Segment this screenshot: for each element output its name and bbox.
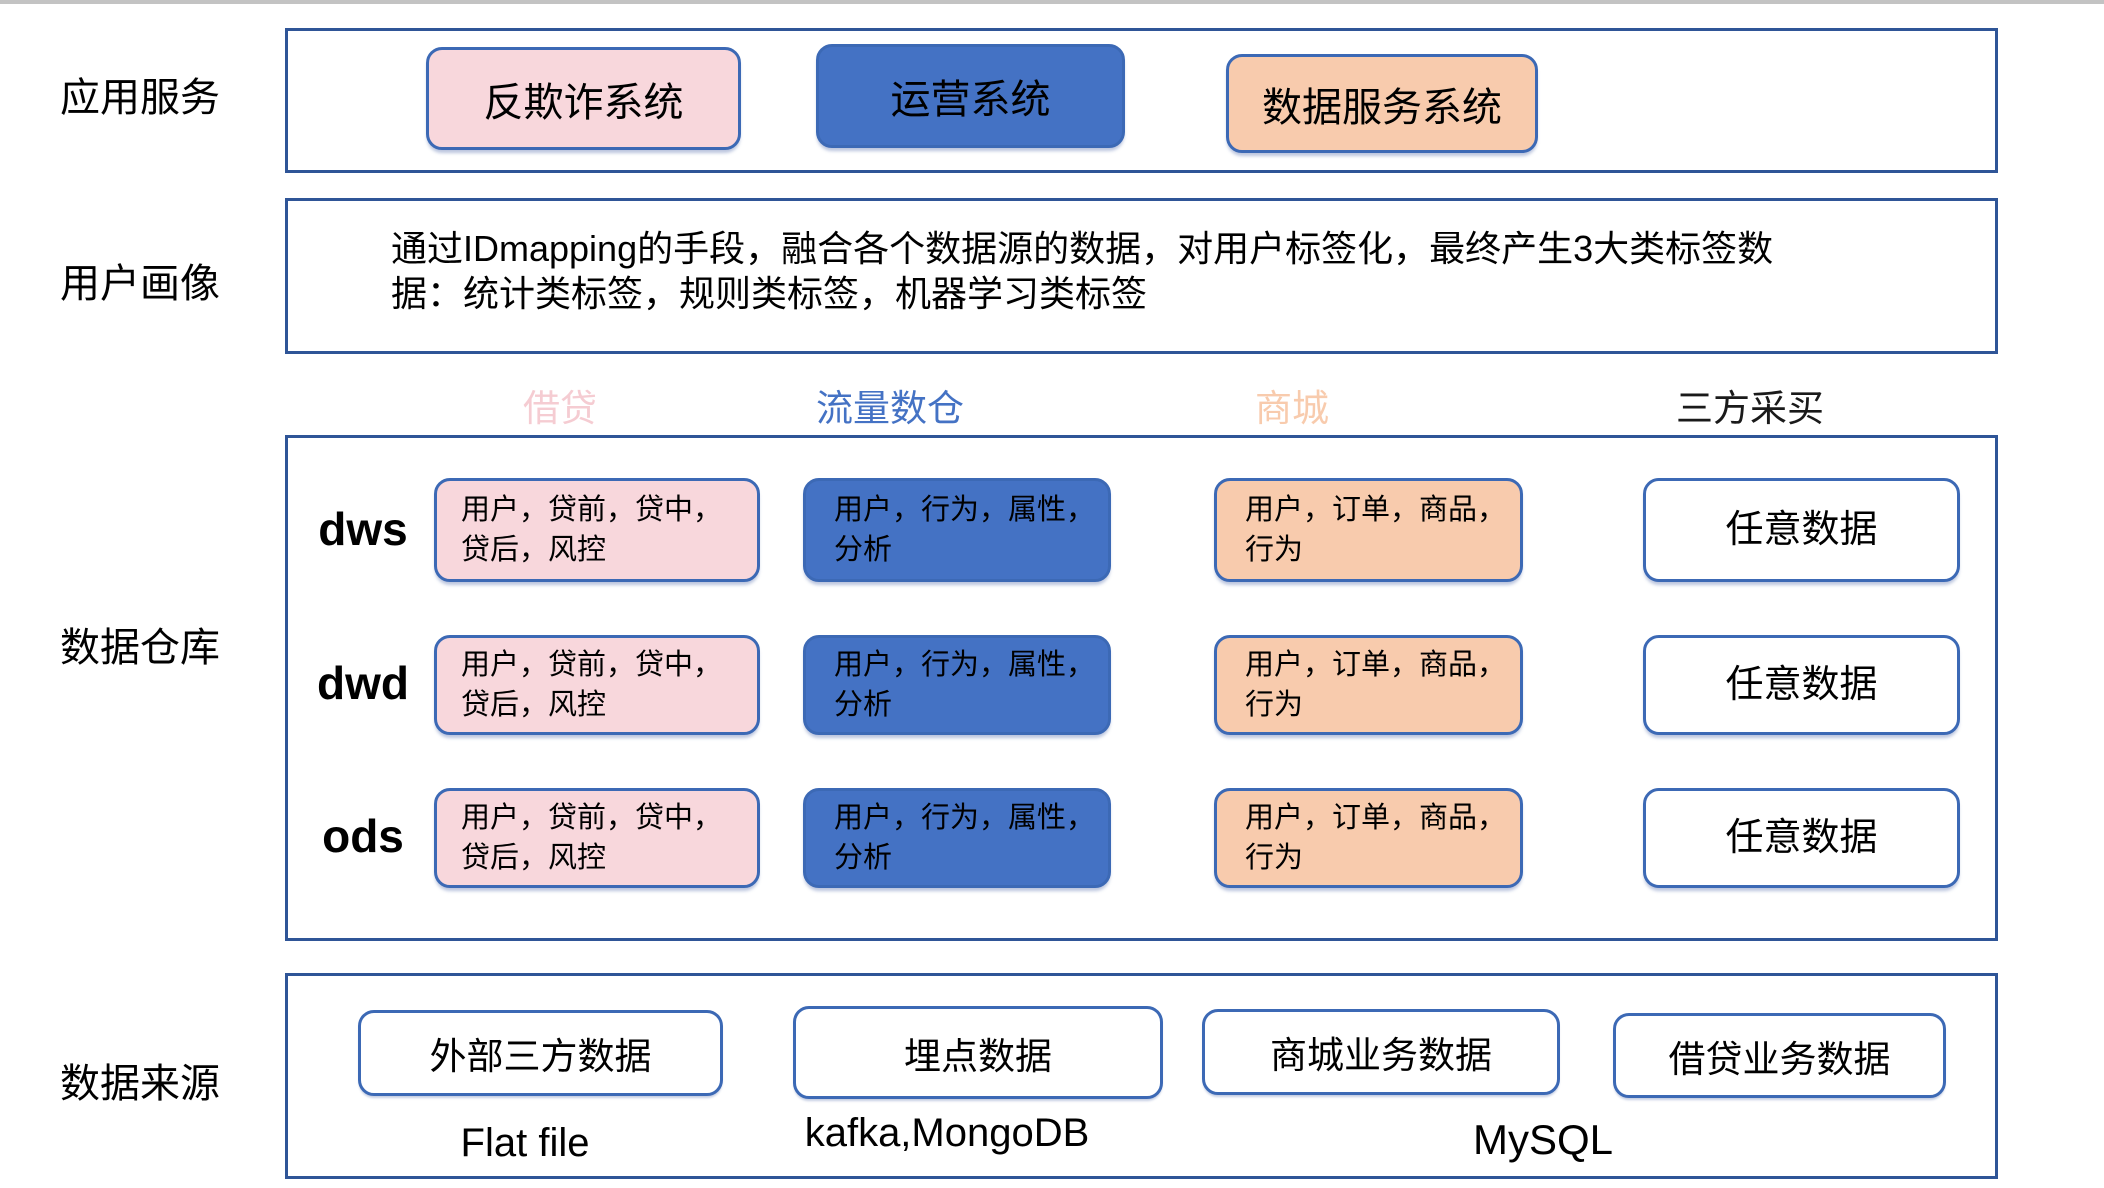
- loan-business-data-box: 借贷业务数据: [1613, 1013, 1946, 1098]
- row-label-data-sources: 数据来源: [60, 1062, 220, 1106]
- window-edge-strip: [0, 0, 2104, 4]
- dws-loan-cell: 用户，贷前，贷中， 贷后，风控: [434, 478, 760, 582]
- tech-label-kafka-mongodb: kafka,MongoDB: [804, 1111, 1090, 1155]
- dwd-mall-cell: 用户，订单，商品， 行为: [1214, 635, 1523, 735]
- data-service-system-box: 数据服务系统: [1226, 54, 1538, 153]
- ods-traffic-cell: 用户，行为，属性， 分析: [803, 788, 1111, 888]
- dws-traffic-cell: 用户，行为，属性， 分析: [803, 478, 1111, 582]
- operations-system-box: 运营系统: [816, 44, 1125, 148]
- app-services-section: 反欺诈系统 运营系统 数据服务系统: [285, 28, 1998, 173]
- dwd-anydata-cell: 任意数据: [1643, 635, 1960, 735]
- tech-label-mysql: MySQL: [1472, 1116, 1614, 1163]
- tracking-data-box: 埋点数据: [793, 1006, 1163, 1099]
- column-header-thirdparty-purchase: 三方采买: [1676, 388, 1824, 429]
- anti-fraud-system-box: 反欺诈系统: [426, 47, 741, 150]
- dwd-loan-cell: 用户，贷前，贷中， 贷后，风控: [434, 635, 760, 735]
- layer-label-ods: ods: [322, 810, 404, 862]
- row-label-user-profile: 用户画像: [60, 262, 220, 306]
- column-header-loan: 借贷: [523, 388, 597, 429]
- user-profile-description: 通过IDmapping的手段，融合各个数据源的数据，对用户标签化，最终产生3大类…: [391, 228, 1774, 314]
- layer-label-dwd: dwd: [317, 657, 409, 709]
- dwd-traffic-cell: 用户，行为，属性， 分析: [803, 635, 1111, 735]
- column-header-traffic-warehouse: 流量数仓: [816, 388, 964, 429]
- row-label-data-warehouse: 数据仓库: [60, 626, 220, 670]
- data-sources-section: 外部三方数据 埋点数据 商城业务数据 借贷业务数据 Flat file kafk…: [285, 973, 1998, 1179]
- mall-business-data-box: 商城业务数据: [1202, 1009, 1560, 1095]
- ods-mall-cell: 用户，订单，商品， 行为: [1214, 788, 1523, 888]
- column-header-mall: 商城: [1255, 388, 1329, 429]
- ods-anydata-cell: 任意数据: [1643, 788, 1960, 888]
- dws-mall-cell: 用户，订单，商品， 行为: [1214, 478, 1523, 582]
- user-profile-section: 通过IDmapping的手段，融合各个数据源的数据，对用户标签化，最终产生3大类…: [285, 198, 1998, 354]
- ods-loan-cell: 用户，贷前，贷中， 贷后，风控: [434, 788, 760, 888]
- data-warehouse-section: dws dwd ods 用户，贷前，贷中， 贷后，风控 用户，行为，属性， 分析…: [285, 435, 1998, 941]
- row-label-app-services: 应用服务: [60, 76, 220, 120]
- layer-label-dws: dws: [318, 503, 408, 555]
- tech-label-flat-file: Flat file: [460, 1121, 590, 1165]
- dws-anydata-cell: 任意数据: [1643, 478, 1960, 582]
- external-thirdparty-data-box: 外部三方数据: [358, 1010, 723, 1096]
